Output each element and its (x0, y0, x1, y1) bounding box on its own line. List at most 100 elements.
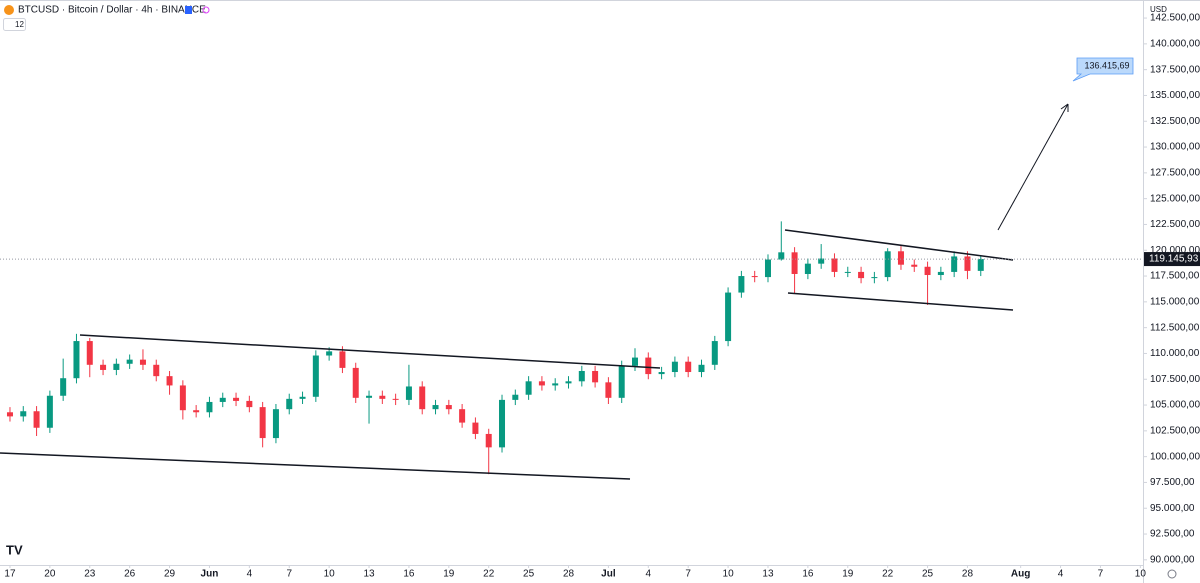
candle-body (459, 409, 466, 423)
candle-body (499, 399, 506, 448)
candle-body (897, 251, 904, 265)
candle-body (419, 386, 426, 410)
candle-body (100, 364, 107, 370)
x-tick-label: Jul (601, 569, 616, 580)
candle-body (485, 433, 492, 448)
trend-line (784, 229, 1014, 261)
candle-body (645, 357, 652, 375)
x-tick-label: 26 (124, 569, 136, 580)
x-tick-label: 7 (685, 569, 691, 580)
candle-body (538, 381, 545, 386)
trend-line (787, 292, 1014, 311)
x-tick-label: 13 (762, 569, 774, 580)
y-tick-label: 137.500,00 (1150, 64, 1200, 75)
x-tick-label: 10 (324, 569, 336, 580)
candle-body (791, 252, 798, 274)
candle-body (139, 359, 146, 365)
trend-line (0, 452, 631, 480)
candle-body (884, 251, 891, 278)
x-tick-label: 17 (4, 569, 16, 580)
y-tick-label: 92.500,00 (1150, 529, 1195, 540)
x-tick-label: 4 (646, 569, 652, 580)
x-tick-label: Jun (201, 569, 219, 580)
x-tick-label: 22 (882, 569, 894, 580)
candle-body (738, 276, 745, 293)
candle-body (153, 364, 160, 377)
candle-body (804, 263, 811, 274)
candle-body (392, 398, 399, 400)
y-tick-label: 117.500,00 (1150, 271, 1200, 282)
x-tick-label: 23 (84, 569, 96, 580)
candle-body (725, 292, 732, 342)
indicator-toggle[interactable] (3, 18, 26, 31)
candle-body (259, 407, 266, 439)
x-tick-label: 28 (962, 569, 974, 580)
candle-body (685, 361, 692, 373)
y-tick-label: 90.000,00 (1150, 554, 1195, 565)
symbol-icon (4, 5, 14, 15)
y-tick-label: 135.000,00 (1150, 90, 1200, 101)
candle-body (46, 395, 53, 428)
candle-body (339, 351, 346, 368)
settings-icon[interactable] (1167, 569, 1177, 579)
candle-body (60, 378, 67, 396)
candle-body (831, 258, 838, 272)
y-tick-label: 102.500,00 (1150, 425, 1200, 436)
candle-body (432, 405, 439, 410)
candle-body (951, 256, 958, 272)
candle-body (565, 381, 572, 384)
candle-body (86, 341, 93, 365)
candle-body (166, 376, 173, 386)
x-tick-label: 10 (723, 569, 735, 580)
flag-icon (185, 6, 192, 14)
y-tick-label: 97.500,00 (1150, 477, 1195, 488)
last-price-box (1144, 252, 1200, 267)
candle-body (472, 422, 479, 434)
candle-body (525, 381, 532, 395)
candle-body (751, 276, 758, 278)
candle-body (671, 361, 678, 373)
candle-body (658, 372, 665, 375)
candle-body (632, 357, 638, 366)
logo: TV (6, 542, 23, 557)
candle-body (299, 396, 306, 399)
candle-body (818, 258, 825, 264)
candle-body (272, 409, 279, 439)
y-tick-label: 110.000,00 (1150, 348, 1200, 359)
candle-body (711, 341, 718, 365)
candle-body (113, 363, 120, 370)
y-tick-label: 130.000,00 (1150, 142, 1200, 153)
y-tick-label: 107.500,00 (1150, 374, 1200, 385)
x-tick-label: 10 (1135, 569, 1147, 580)
candle-body (764, 259, 771, 278)
callout-box (1072, 57, 1134, 82)
y-tick-label: 115.000,00 (1150, 296, 1200, 307)
candle-body (977, 259, 984, 271)
candle-body (552, 383, 559, 386)
candle-body (352, 367, 359, 398)
y-tick-label: 132.500,00 (1150, 116, 1200, 127)
indicator-count[interactable]: 12 (15, 20, 24, 29)
y-tick-label: 142.500,00 (1150, 13, 1200, 24)
candle-body (924, 266, 931, 276)
candle-body (233, 397, 240, 401)
trend-line (79, 334, 661, 369)
x-tick-label: 29 (164, 569, 176, 580)
y-tick-label: 105.000,00 (1150, 400, 1200, 411)
candle-body (618, 365, 625, 398)
candle-body (20, 411, 27, 417)
candle-body (844, 271, 851, 273)
candle-body (778, 252, 785, 260)
x-tick-label: 16 (403, 569, 415, 580)
target-callout: 136.415,69 (1072, 57, 1134, 82)
drawings (0, 229, 1014, 480)
candle-body (698, 364, 705, 373)
y-tick-label: 125.000,00 (1150, 193, 1200, 204)
x-tick-label: 4 (1058, 569, 1064, 580)
x-tick-label: 16 (802, 569, 814, 580)
candle-body (592, 370, 599, 383)
x-tick-label: 7 (286, 569, 292, 580)
candle-body (33, 411, 40, 428)
candle-body (937, 271, 944, 276)
